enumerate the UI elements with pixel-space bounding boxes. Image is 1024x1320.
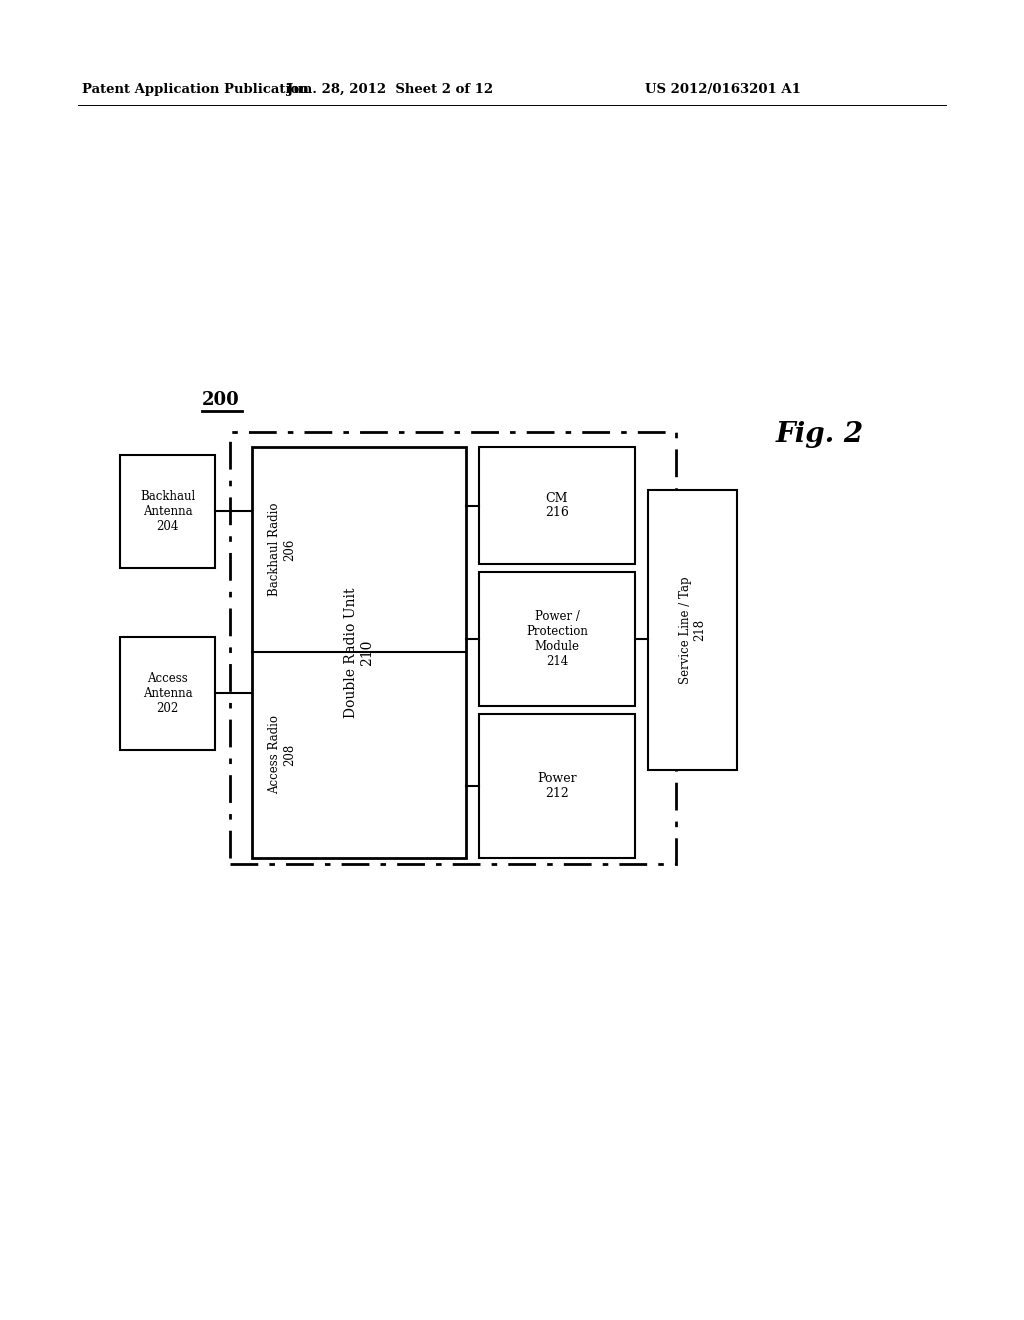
Text: CM
216: CM 216 (545, 491, 569, 520)
Bar (230, 432, 676, 865)
Bar (479, 572, 635, 706)
Bar (479, 714, 635, 858)
Text: Fig. 2: Fig. 2 (776, 421, 864, 449)
Text: Backhaul Radio
206: Backhaul Radio 206 (268, 503, 296, 597)
Text: Access
Antenna
202: Access Antenna 202 (142, 672, 193, 715)
Bar (648, 490, 737, 770)
Text: Service Line / Tap
218: Service Line / Tap 218 (679, 577, 707, 684)
Bar (120, 638, 215, 750)
Text: Power
212: Power 212 (538, 772, 577, 800)
Text: Power /
Protection
Module
214: Power / Protection Module 214 (526, 610, 588, 668)
Text: US 2012/0163201 A1: US 2012/0163201 A1 (645, 83, 801, 96)
Text: Backhaul
Antenna
204: Backhaul Antenna 204 (140, 490, 196, 533)
Text: Double Radio Unit
210: Double Radio Unit 210 (344, 587, 374, 718)
Bar (479, 447, 635, 564)
Bar (252, 447, 466, 858)
Text: 200: 200 (202, 391, 240, 409)
Text: Patent Application Publication: Patent Application Publication (82, 83, 309, 96)
Bar (120, 455, 215, 568)
Text: Access Radio
208: Access Radio 208 (268, 715, 296, 795)
Text: Jun. 28, 2012  Sheet 2 of 12: Jun. 28, 2012 Sheet 2 of 12 (287, 83, 494, 96)
